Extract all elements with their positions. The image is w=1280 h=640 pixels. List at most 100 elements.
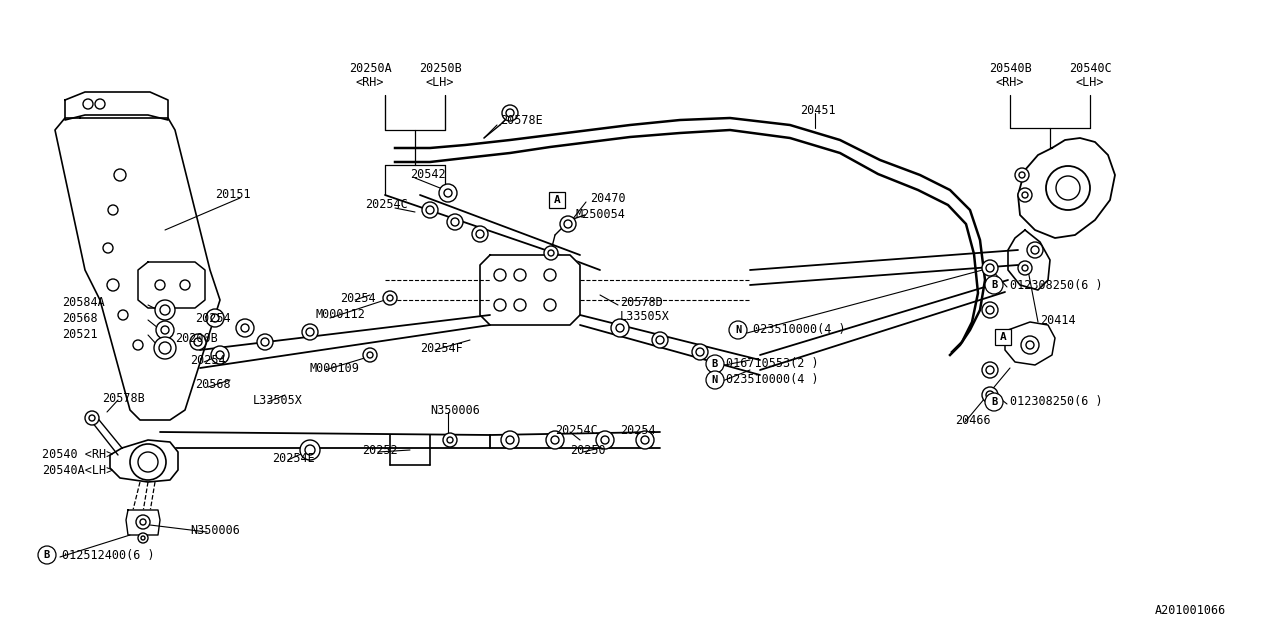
Circle shape xyxy=(302,324,317,340)
Circle shape xyxy=(986,393,1004,411)
Text: 20151: 20151 xyxy=(215,189,251,202)
Circle shape xyxy=(494,299,506,311)
Circle shape xyxy=(696,348,704,356)
Text: <RH>: <RH> xyxy=(356,77,384,90)
Circle shape xyxy=(241,324,250,332)
Circle shape xyxy=(1018,261,1032,275)
Circle shape xyxy=(261,338,269,346)
Circle shape xyxy=(986,276,1004,294)
Circle shape xyxy=(83,99,93,109)
Circle shape xyxy=(206,309,224,327)
Polygon shape xyxy=(110,440,178,482)
Text: B: B xyxy=(991,280,997,290)
Text: N: N xyxy=(735,325,741,335)
Text: 20254C: 20254C xyxy=(365,198,408,211)
Circle shape xyxy=(300,440,320,460)
Bar xyxy=(995,329,1011,345)
Circle shape xyxy=(561,216,576,232)
Circle shape xyxy=(133,340,143,350)
Text: 023510000(4 ): 023510000(4 ) xyxy=(726,374,819,387)
Text: 20578E: 20578E xyxy=(500,113,543,127)
Polygon shape xyxy=(1018,138,1115,238)
Circle shape xyxy=(447,214,463,230)
Circle shape xyxy=(986,306,995,314)
Circle shape xyxy=(982,362,998,378)
Text: 20250A: 20250A xyxy=(348,61,392,74)
Circle shape xyxy=(156,321,174,339)
Circle shape xyxy=(211,346,229,364)
Circle shape xyxy=(1027,242,1043,258)
Circle shape xyxy=(544,269,556,281)
Circle shape xyxy=(155,280,165,290)
Circle shape xyxy=(652,332,668,348)
Text: 20521: 20521 xyxy=(61,328,97,340)
Polygon shape xyxy=(55,118,220,420)
Text: 20578B: 20578B xyxy=(102,392,145,404)
Text: 012512400(6 ): 012512400(6 ) xyxy=(61,548,155,561)
Text: 20470: 20470 xyxy=(590,191,626,205)
Text: 016710553(2 ): 016710553(2 ) xyxy=(726,358,819,371)
Circle shape xyxy=(444,189,452,197)
Circle shape xyxy=(707,355,724,373)
Text: 012308250(6 ): 012308250(6 ) xyxy=(1010,396,1102,408)
Circle shape xyxy=(131,444,166,480)
Text: L33505X: L33505X xyxy=(253,394,303,406)
Circle shape xyxy=(982,260,998,276)
Circle shape xyxy=(616,324,625,332)
Circle shape xyxy=(730,321,748,339)
Text: 20250B: 20250B xyxy=(419,61,461,74)
Polygon shape xyxy=(138,262,205,308)
Circle shape xyxy=(90,415,95,421)
Circle shape xyxy=(1019,172,1025,178)
Circle shape xyxy=(515,299,526,311)
Text: 20254: 20254 xyxy=(620,424,655,436)
Circle shape xyxy=(692,344,708,360)
Circle shape xyxy=(548,250,554,256)
Circle shape xyxy=(180,280,189,290)
Circle shape xyxy=(387,295,393,301)
Circle shape xyxy=(216,351,224,359)
Text: N: N xyxy=(712,375,718,385)
Text: <RH>: <RH> xyxy=(996,77,1024,90)
Circle shape xyxy=(422,202,438,218)
Circle shape xyxy=(257,334,273,350)
Text: 023510000(4 ): 023510000(4 ) xyxy=(753,323,846,337)
Text: 20250: 20250 xyxy=(570,444,605,456)
Text: 20578D: 20578D xyxy=(620,296,663,308)
Circle shape xyxy=(38,546,56,564)
Text: 20540 <RH>: 20540 <RH> xyxy=(42,449,113,461)
Circle shape xyxy=(641,436,649,444)
Polygon shape xyxy=(65,92,168,120)
Circle shape xyxy=(138,533,148,543)
Circle shape xyxy=(986,366,995,374)
Circle shape xyxy=(506,109,515,117)
Circle shape xyxy=(550,436,559,444)
Text: L33505X: L33505X xyxy=(620,310,669,323)
Circle shape xyxy=(506,436,515,444)
Circle shape xyxy=(596,431,614,449)
Text: 20584A: 20584A xyxy=(61,296,105,308)
Circle shape xyxy=(500,431,518,449)
Circle shape xyxy=(383,291,397,305)
Circle shape xyxy=(95,99,105,109)
Text: 20254: 20254 xyxy=(340,291,375,305)
Circle shape xyxy=(986,391,995,399)
Circle shape xyxy=(114,169,125,181)
Polygon shape xyxy=(125,510,160,535)
Polygon shape xyxy=(1005,322,1055,365)
Text: N350006: N350006 xyxy=(430,403,480,417)
Circle shape xyxy=(155,300,175,320)
Text: 20414: 20414 xyxy=(1039,314,1075,326)
Circle shape xyxy=(306,328,314,336)
Text: 20540A<LH>: 20540A<LH> xyxy=(42,463,113,477)
Text: A: A xyxy=(554,195,561,205)
Circle shape xyxy=(1027,341,1034,349)
Circle shape xyxy=(986,264,995,272)
Circle shape xyxy=(160,305,170,315)
Circle shape xyxy=(611,319,628,337)
Circle shape xyxy=(447,437,453,443)
Circle shape xyxy=(367,352,372,358)
Text: 20200B: 20200B xyxy=(175,332,218,344)
Circle shape xyxy=(364,348,378,362)
Text: 20254: 20254 xyxy=(189,353,225,367)
